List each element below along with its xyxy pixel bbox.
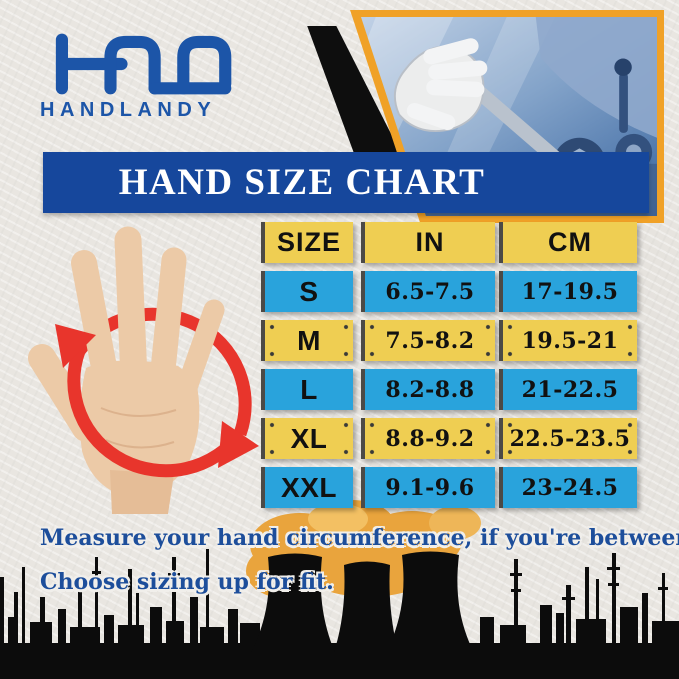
table-row-l: L 8.2-8.8 21-22.5 xyxy=(261,369,637,410)
size-table: SIZE IN CM S 6.5-7.5 17-19.5 M 7.5-8.2 1… xyxy=(261,222,637,516)
size-cell: S xyxy=(261,271,353,312)
table-row-xxl: XXL 9.1-9.6 23-24.5 xyxy=(261,467,637,508)
table-row-xl: XL 8.8-9.2 22.5-23.5 xyxy=(261,418,637,459)
measure-arrowhead-down-icon xyxy=(218,421,259,468)
in-cell: 6.5-7.5 xyxy=(361,271,495,312)
factory-skyline-icon xyxy=(0,500,679,679)
column-header-cm: CM xyxy=(499,222,637,263)
factory-skyline xyxy=(0,497,679,679)
page-title: HAND SIZE CHART xyxy=(118,162,486,203)
in-cell: 8.2-8.8 xyxy=(361,369,495,410)
in-cell: 8.8-9.2 xyxy=(361,418,495,459)
column-header-in: IN xyxy=(361,222,495,263)
hand-icon xyxy=(28,226,259,514)
cm-cell: 22.5-23.5 xyxy=(499,418,637,459)
size-cell: XXL xyxy=(261,467,353,508)
note-line-2: Choose sizing up for fit. xyxy=(40,569,334,595)
size-cell: XL xyxy=(261,418,353,459)
table-header-row: SIZE IN CM xyxy=(261,222,637,263)
cm-cell: 17-19.5 xyxy=(499,271,637,312)
column-header-size: SIZE xyxy=(261,222,353,263)
hand-measure-illustration xyxy=(16,218,268,514)
brand-wordmark: HANDLANDY xyxy=(40,99,217,121)
table-row-s: S 6.5-7.5 17-19.5 xyxy=(261,271,637,312)
cm-cell: 21-22.5 xyxy=(499,369,637,410)
note-line-1: Measure your hand circumference, if you'… xyxy=(40,525,679,551)
title-banner: HAND SIZE CHART xyxy=(43,152,649,213)
in-cell: 9.1-9.6 xyxy=(361,467,495,508)
brand-logo: HANDLANDY xyxy=(40,32,256,122)
logo-mark-icon xyxy=(55,33,232,95)
in-cell: 7.5-8.2 xyxy=(361,320,495,361)
table-row-m: M 7.5-8.2 19.5-21 xyxy=(261,320,637,361)
size-cell: L xyxy=(261,369,353,410)
cm-cell: 19.5-21 xyxy=(499,320,637,361)
size-cell: M xyxy=(261,320,353,361)
cm-cell: 23-24.5 xyxy=(499,467,637,508)
measure-arrowhead-up-icon xyxy=(55,324,96,368)
sizing-note: Measure your hand circumference, if you'… xyxy=(40,516,679,604)
